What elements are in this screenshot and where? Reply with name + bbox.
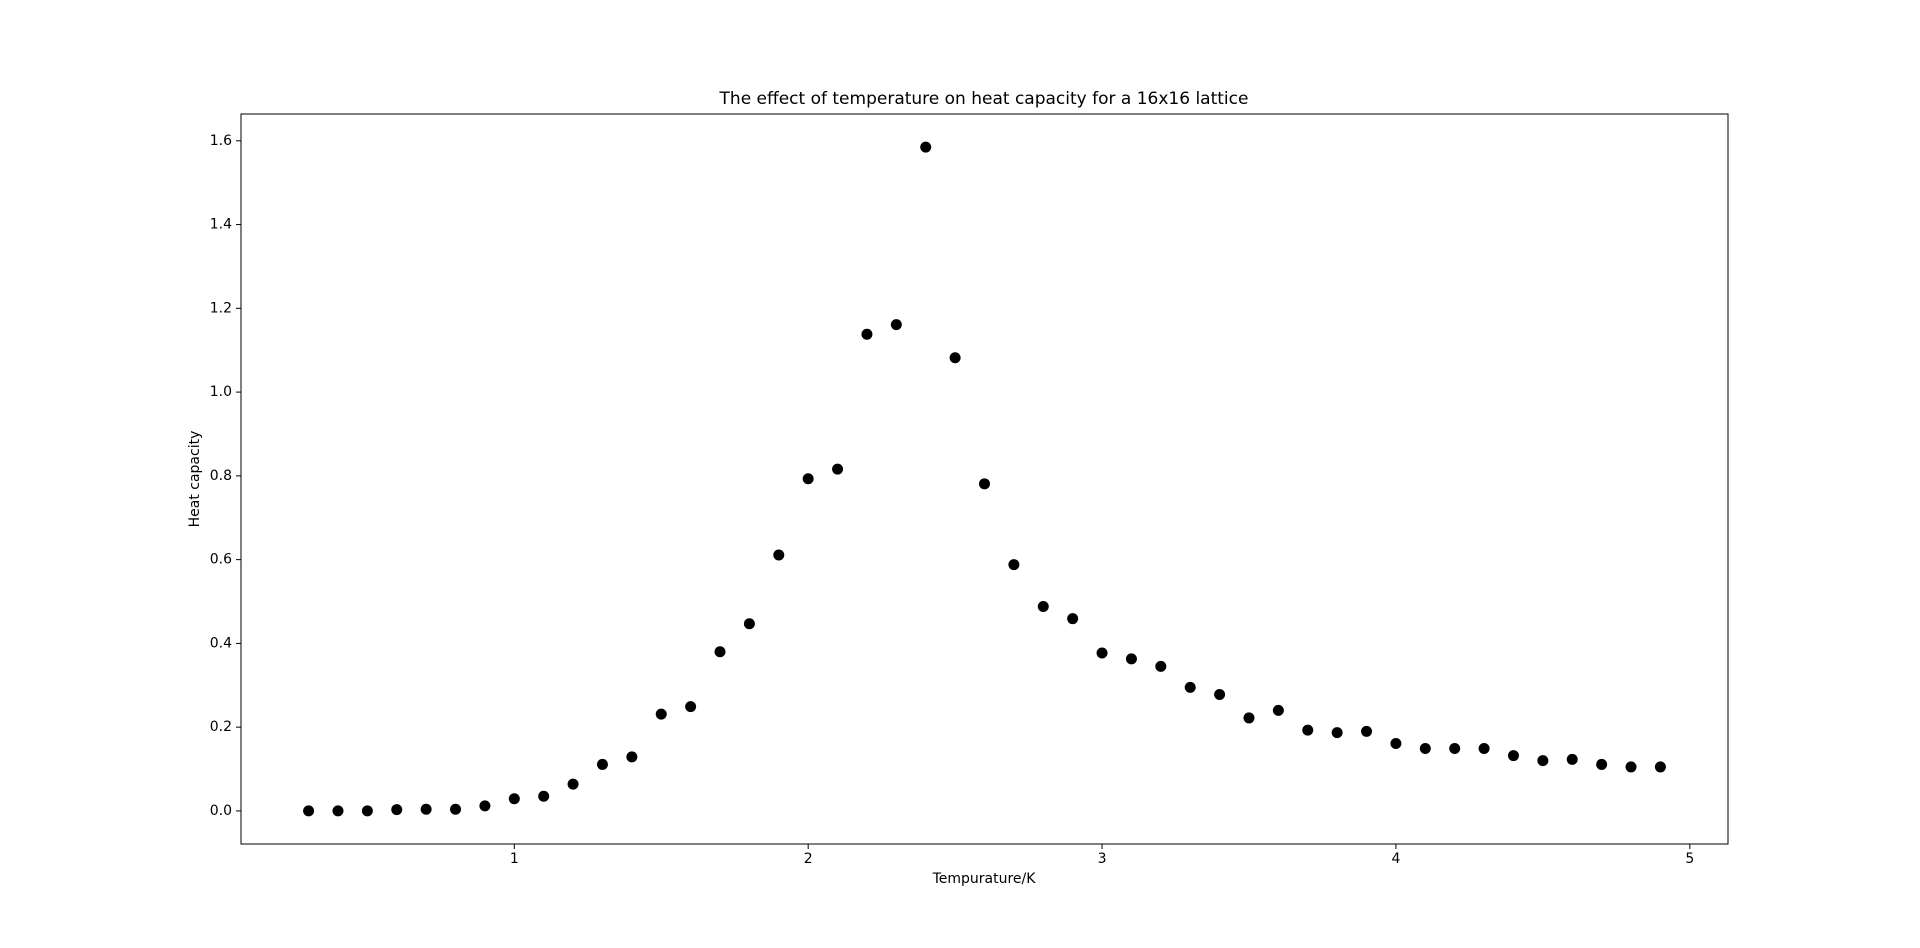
y-tick-label: 1.6: [210, 133, 232, 149]
chart-title: The effect of temperature on heat capaci…: [719, 89, 1249, 109]
data-point: [1654, 761, 1666, 773]
y-tick-label: 1.0: [210, 384, 232, 400]
data-point: [538, 790, 550, 802]
data-point: [655, 708, 667, 720]
data-point: [1037, 601, 1049, 613]
data-point: [450, 803, 462, 815]
data-point: [685, 701, 697, 713]
y-tick-label: 0.4: [210, 635, 232, 651]
data-point: [1331, 727, 1343, 739]
data-point: [1008, 559, 1020, 571]
data-point: [1361, 725, 1373, 737]
data-point: [1625, 761, 1637, 773]
data-point: [1507, 750, 1519, 762]
x-axis-label: Tempurature/K: [932, 871, 1037, 887]
x-tick-label: 1: [510, 851, 519, 867]
data-point: [949, 352, 961, 364]
y-tick-label: 0.2: [210, 719, 232, 735]
data-point: [890, 319, 902, 331]
data-point: [861, 328, 873, 340]
y-tick-label: 0.8: [210, 468, 232, 484]
data-point: [303, 805, 315, 817]
y-tick-label: 1.4: [210, 217, 232, 233]
data-point: [1272, 704, 1284, 716]
data-point: [596, 758, 608, 770]
data-point: [832, 463, 844, 475]
x-tick-label: 4: [1391, 851, 1400, 867]
y-tick-label: 0.0: [210, 803, 232, 819]
data-point: [1537, 755, 1549, 767]
y-tick-label: 0.6: [210, 552, 232, 568]
data-point: [1390, 737, 1402, 749]
plot-frame: [240, 113, 1729, 845]
data-point: [1184, 681, 1196, 693]
data-point: [802, 473, 814, 485]
data-point: [332, 805, 344, 817]
data-point: [420, 803, 432, 815]
data-point: [1243, 712, 1255, 724]
data-point: [361, 805, 373, 817]
data-point: [714, 646, 726, 658]
x-tick-label: 3: [1098, 851, 1107, 867]
data-point: [1478, 743, 1490, 755]
data-point: [1566, 753, 1578, 765]
data-point: [1155, 660, 1167, 672]
y-axis-label: Heat capacity: [187, 431, 203, 528]
data-point: [1096, 647, 1108, 659]
data-point: [479, 800, 491, 812]
x-tick-label: 5: [1685, 851, 1694, 867]
data-point: [773, 549, 785, 561]
data-point: [1125, 653, 1137, 665]
data-point: [1419, 743, 1431, 755]
data-point: [743, 618, 755, 630]
x-tick-label: 2: [804, 851, 813, 867]
data-point: [567, 778, 579, 790]
data-point: [508, 793, 520, 805]
data-point: [626, 751, 638, 763]
data-point: [1302, 724, 1314, 736]
data-point: [1214, 688, 1226, 700]
y-tick-label: 1.2: [210, 300, 232, 316]
data-point: [1067, 613, 1079, 625]
data-point: [1449, 743, 1461, 755]
data-point: [391, 804, 403, 816]
data-point: [920, 141, 932, 153]
data-point: [979, 478, 990, 490]
data-point: [1596, 758, 1608, 770]
